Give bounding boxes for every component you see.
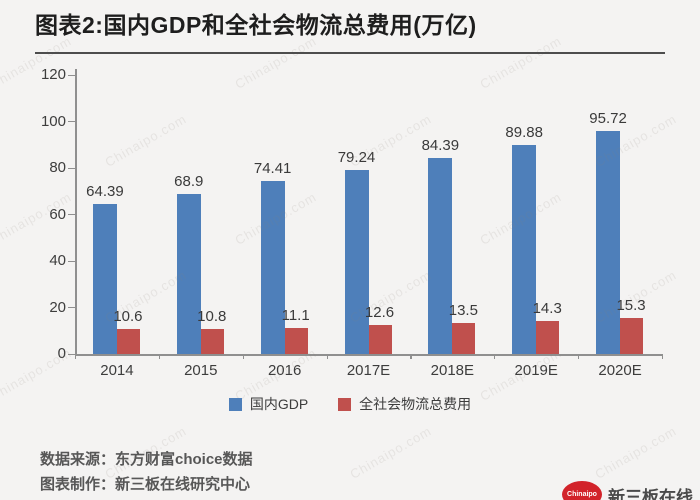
- y-tick-label: 20: [49, 298, 66, 316]
- y-tick-mark: [68, 121, 75, 123]
- x-tick-label-2015: 2015: [184, 362, 218, 379]
- value-label-gdp-2017E: 79.24: [337, 148, 376, 166]
- bar-logistics-2019E: [536, 320, 560, 354]
- y-tick-label: 100: [40, 112, 66, 130]
- data-source-text: 数据来源：东方财富choice数据: [40, 451, 253, 468]
- x-tick-label-2019E: 2019E: [514, 362, 558, 379]
- value-label-gdp-2014: 64.39: [86, 183, 124, 201]
- legend-label-logistics: 全社会物流总费用: [359, 396, 472, 412]
- x-tick-label-2017E: 2017E: [346, 362, 391, 379]
- legend-label-gdp: 国内GDP: [249, 396, 309, 412]
- value-label-gdp-2020E: 95.72: [589, 110, 627, 128]
- legend: 国内GDP 全社会物流总费用: [0, 394, 700, 414]
- y-tick-mark: [68, 353, 75, 355]
- x-tick-label-2016: 2016: [267, 362, 302, 379]
- bar-logistics-2018E: [452, 322, 476, 354]
- bar-logistics-2015: [200, 328, 224, 354]
- value-label-logistics-2017E: 12.6: [364, 303, 395, 321]
- value-label-logistics-2014: 10.6: [113, 308, 143, 326]
- chinaipo-logo-icon: Chinaipo: [562, 481, 602, 500]
- legend-item-logistics: 全社会物流总费用: [338, 394, 471, 414]
- x-tick-mark: [494, 354, 496, 359]
- x-tick-mark: [662, 354, 664, 359]
- value-label-gdp-2016: 74.41: [253, 159, 292, 177]
- chart-credit-text: 图表制作：新三板在线研究中心: [40, 476, 251, 493]
- x-tick-mark: [242, 354, 244, 359]
- y-tick-mark: [68, 167, 75, 169]
- bar-gdp-2015: [176, 193, 201, 354]
- bar-logistics-2020E: [620, 318, 644, 354]
- x-tick-label-2018E: 2018E: [430, 362, 475, 379]
- value-label-gdp-2019E: 89.88: [505, 124, 543, 142]
- value-label-gdp-2015: 68.9: [174, 172, 204, 190]
- y-tick-mark: [68, 307, 75, 309]
- bar-gdp-2014: [92, 204, 117, 354]
- y-tick-mark: [68, 260, 75, 262]
- x-tick-label-2014: 2014: [100, 362, 134, 379]
- title-divider: [35, 52, 665, 54]
- legend-item-gdp: 国内GDP: [228, 394, 309, 414]
- x-tick-mark: [158, 354, 161, 359]
- bar-logistics-2017E: [368, 324, 392, 354]
- value-label-logistics-2020E: 15.3: [616, 297, 646, 315]
- x-tick-mark: [75, 354, 77, 359]
- y-tick-label: 40: [49, 252, 66, 269]
- value-label-logistics-2016: 11.1: [281, 307, 310, 325]
- chart-title: 图表2:国内GDP和全社会物流总费用(万亿): [35, 12, 477, 38]
- x-tick-mark: [578, 354, 580, 359]
- y-tick-mark: [68, 74, 75, 76]
- x-tick-mark: [326, 354, 328, 359]
- value-label-logistics-2019E: 14.3: [532, 299, 562, 317]
- legend-swatch-gdp-icon: [228, 397, 242, 411]
- bar-gdp-2017E: [344, 169, 369, 354]
- bar-logistics-2014: [116, 329, 140, 354]
- legend-swatch-logistics-icon: [338, 397, 352, 411]
- y-tick-label: 120: [40, 66, 66, 83]
- x-tick-mark: [410, 354, 412, 359]
- bar-gdp-2018E: [428, 157, 453, 354]
- x-tick-label-2020E: 2020E: [598, 362, 642, 379]
- bar-gdp-2019E: [512, 145, 537, 354]
- y-tick-label: 80: [49, 159, 66, 176]
- value-label-logistics-2015: 10.8: [197, 307, 227, 325]
- value-label-gdp-2018E: 84.39: [421, 136, 460, 154]
- x-axis-line: [75, 354, 663, 356]
- bar-gdp-2016: [260, 180, 285, 354]
- bar-logistics-2016: [284, 328, 308, 354]
- logo-site-name: 新三板在线: [608, 488, 693, 500]
- y-tick-label: 60: [49, 205, 66, 223]
- y-tick-label: 0: [57, 345, 66, 362]
- bar-gdp-2020E: [596, 131, 621, 354]
- y-tick-mark: [68, 214, 75, 216]
- value-label-logistics-2018E: 13.5: [448, 301, 478, 319]
- y-axis-line: [75, 69, 77, 354]
